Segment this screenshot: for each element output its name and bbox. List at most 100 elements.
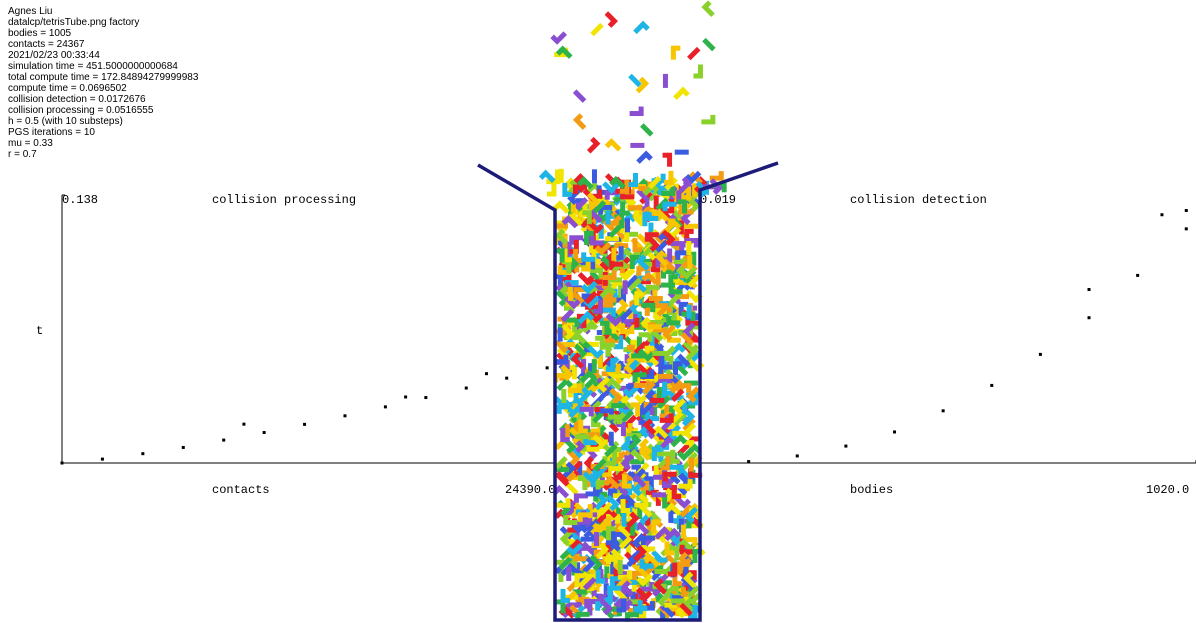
data-point	[505, 376, 509, 380]
tetris-piece	[662, 201, 677, 212]
data-point	[1184, 209, 1188, 213]
piece-block	[592, 564, 600, 572]
tetris-piece	[686, 585, 701, 599]
tetris-piece	[667, 562, 678, 577]
piece-block	[567, 527, 573, 533]
piece-block	[599, 335, 605, 350]
tetris-piece	[674, 149, 689, 155]
tetris-piece	[640, 601, 655, 611]
tetris-piece	[586, 136, 601, 154]
y-tick-label: 0.138	[62, 193, 98, 207]
piece-block	[611, 247, 617, 262]
piece-block	[695, 607, 701, 613]
piece-block	[566, 546, 574, 554]
tetris-piece	[636, 573, 653, 587]
piece-block	[658, 250, 666, 258]
piece-block	[606, 475, 620, 490]
piece-block	[692, 549, 698, 564]
piece-block	[573, 299, 581, 307]
tetris-piece	[606, 494, 620, 512]
tetris-piece	[634, 498, 649, 508]
tetris-piece	[647, 175, 662, 190]
piece-block	[673, 412, 687, 426]
tetris-piece	[613, 587, 628, 602]
tetris-piece	[595, 335, 605, 350]
tetris-piece	[602, 297, 617, 303]
piece-block	[581, 358, 587, 373]
piece-block	[564, 214, 579, 229]
x-axis-label: contacts	[212, 483, 270, 497]
tetris-piece	[622, 280, 628, 295]
tetris-piece	[588, 279, 603, 285]
piece-block	[634, 291, 640, 306]
tetris-piece	[638, 332, 653, 342]
tetris-piece	[577, 310, 595, 325]
piece-block	[669, 550, 675, 556]
piece-block	[663, 179, 669, 185]
tetris-piece	[589, 554, 603, 572]
tetris-piece	[652, 492, 667, 498]
piece-block	[636, 150, 650, 164]
tetris-piece	[664, 502, 682, 516]
tetris-piece	[620, 580, 634, 597]
tetris-piece	[581, 319, 599, 334]
tetris-piece	[592, 519, 609, 533]
piece-block	[585, 573, 600, 579]
piece-block	[556, 200, 570, 214]
piece-block	[616, 611, 622, 617]
tetris-piece	[605, 357, 616, 372]
piece-block	[670, 45, 676, 60]
piece-block	[645, 418, 654, 426]
tetris-piece	[572, 113, 587, 130]
tetris-piece	[581, 358, 587, 373]
tetris-piece	[596, 185, 611, 195]
tetris-piece	[550, 31, 568, 45]
piece-block	[555, 467, 570, 473]
piece-block	[593, 374, 599, 380]
piece-block	[643, 498, 649, 504]
tube	[477, 161, 779, 622]
piece-block	[629, 254, 635, 269]
tetris-piece	[607, 585, 622, 596]
piece-block	[681, 261, 689, 269]
piece-block	[615, 363, 621, 369]
piece-block	[626, 344, 632, 350]
piece-block	[557, 228, 566, 236]
tetris-piece	[675, 294, 690, 300]
tetris-piece	[686, 186, 692, 201]
piece-block	[640, 373, 655, 379]
piece-block	[577, 271, 592, 286]
piece-block	[566, 566, 572, 581]
piece-block	[668, 413, 674, 419]
piece-block	[608, 376, 622, 391]
piece-block	[606, 327, 620, 342]
tetris-piece	[687, 274, 701, 288]
piece-block	[573, 556, 588, 562]
piece-block	[612, 373, 627, 379]
piece-block	[620, 194, 635, 200]
piece-block	[564, 424, 570, 439]
piece-block	[666, 580, 672, 586]
piece-block	[640, 540, 646, 546]
tetris-piece	[670, 598, 685, 604]
tetris-piece	[575, 434, 590, 440]
tetris-piece	[685, 337, 700, 343]
tetris-piece	[641, 302, 656, 313]
tetris-piece	[653, 557, 668, 563]
piece-block	[557, 316, 563, 322]
piece-block	[629, 111, 644, 117]
piece-block	[599, 408, 614, 414]
piece-block	[691, 251, 697, 266]
piece-block	[683, 537, 698, 543]
x-tick-label: 24390.0	[505, 483, 555, 497]
data-point	[990, 383, 994, 387]
piece-block	[680, 332, 694, 346]
tetris-piece	[628, 172, 639, 187]
piece-block	[595, 605, 601, 611]
tetris-piece	[675, 250, 690, 260]
piece-block	[692, 183, 698, 198]
piece-block	[687, 479, 693, 485]
piece-block	[652, 492, 667, 498]
piece-block	[644, 211, 650, 217]
piece-block	[598, 204, 613, 210]
